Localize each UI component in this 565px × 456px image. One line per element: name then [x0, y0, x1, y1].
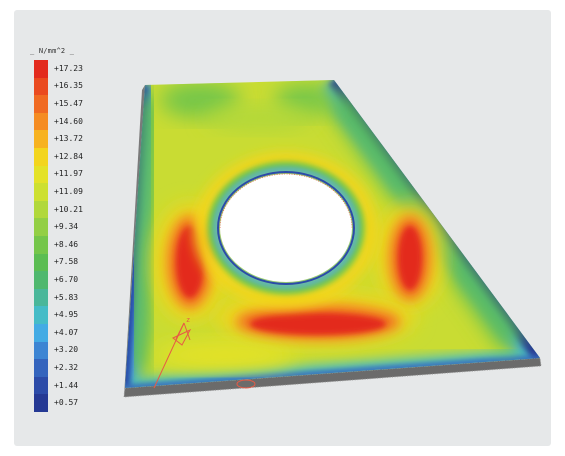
legend-swatch [34, 341, 48, 360]
legend-tick-label: +10.21 [54, 204, 83, 214]
legend-tick-label: +11.97 [54, 169, 83, 179]
support-marker [236, 379, 256, 389]
hole-rim [219, 173, 353, 229]
axis-label: z [186, 316, 190, 324]
legend-swatch [34, 271, 48, 289]
legend-swatch [34, 323, 48, 342]
legend-swatch [34, 235, 48, 254]
plate-front-edge [124, 358, 541, 397]
plate-left-edge [124, 85, 145, 397]
legend-tick-label: +12.84 [54, 151, 83, 161]
legend-tick-label: +6.70 [54, 275, 79, 284]
legend-tick-label: +4.95 [54, 310, 79, 320]
legend-swatch [34, 165, 48, 184]
legend-swatch [34, 218, 48, 236]
legend-tick-label: +14.60 [54, 116, 83, 126]
legend-swatch [34, 359, 48, 377]
legend-tick-label: +1.44 [54, 380, 79, 390]
legend-swatch [34, 394, 48, 412]
legend-swatch [34, 77, 48, 96]
legend-tick-label: +7.58 [54, 257, 79, 267]
legend-swatch [34, 112, 48, 131]
legend-tick-label: +5.83 [54, 292, 79, 302]
legend-unit-label: _ N/mm^2 _ [30, 47, 75, 55]
plate-mesh-edge [123, 357, 542, 398]
legend-swatch [34, 306, 48, 324]
legend-tick-label: +16.35 [54, 81, 83, 91]
legend-tick-label: +3.20 [54, 345, 79, 355]
legend-swatch [34, 95, 48, 113]
legend-tick-label: +15.47 [54, 99, 83, 108]
legend-tick-label: +9.34 [54, 222, 79, 232]
plate-hole [220, 174, 352, 282]
legend-tick-label: +17.23 [54, 63, 83, 73]
color-legend-bar [34, 60, 48, 412]
legend-swatch [34, 200, 48, 219]
legend-tick-label: +8.46 [54, 239, 79, 249]
color-legend-labels: +17.23 +16.35 +15.47 +14.60 +13.72 +12.84 +11.… [54, 60, 114, 412]
legend-tick-label: +11.09 [54, 187, 83, 196]
legend-swatch [34, 288, 48, 307]
legend-tick-label: +13.72 [54, 134, 83, 144]
legend-tick-label: +0.57 [54, 398, 79, 408]
legend-swatch [34, 376, 48, 395]
legend-tick-label: +2.32 [54, 363, 79, 372]
axis-marker[interactable]: z [153, 316, 256, 389]
legend-swatch [34, 183, 48, 201]
legend-swatch [34, 147, 48, 166]
legend-swatch [34, 60, 48, 78]
legend-tick-label: +4.07 [54, 327, 79, 337]
legend-swatch [34, 130, 48, 148]
stress-contour-field [125, 80, 540, 388]
legend-swatch [34, 253, 48, 272]
